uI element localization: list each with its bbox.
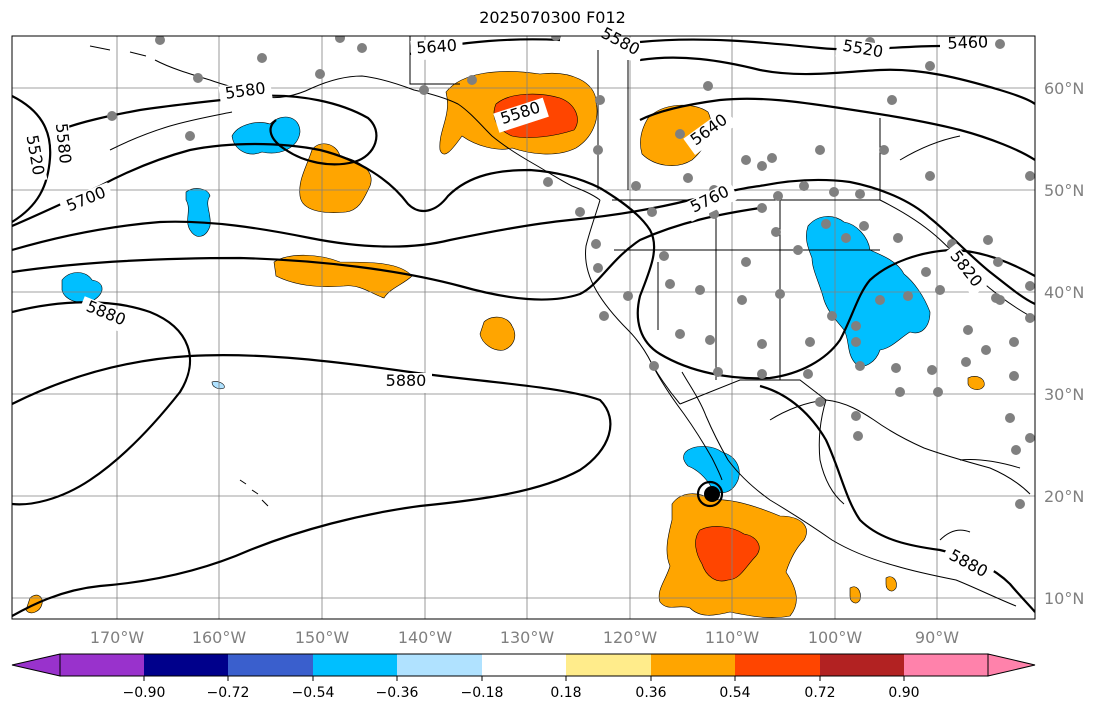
colorbar-tick-label: 0.72 xyxy=(804,685,835,701)
longitude-labels: 170°W 160°W 150°W 140°W 130°W 120°W 110°… xyxy=(90,628,959,647)
colorbar-tick-label: −0.54 xyxy=(292,685,335,701)
lon-label: 160°W xyxy=(192,628,247,647)
colorbar-segment xyxy=(482,654,566,676)
lon-label: 170°W xyxy=(90,628,145,647)
contour-label: 5460 xyxy=(947,32,988,52)
grid-lines xyxy=(12,36,1035,619)
colorbar-segment xyxy=(566,654,651,676)
lon-label: 110°W xyxy=(705,628,760,647)
contour-label: 5640 xyxy=(416,36,458,58)
colorbar-tick-label: 0.54 xyxy=(719,685,750,701)
lat-label: 20°N xyxy=(1044,487,1084,506)
colorbar-segment xyxy=(397,654,482,676)
colorbar-tick-label: 0.36 xyxy=(635,685,666,701)
station-markers xyxy=(107,36,1035,509)
lon-label: 140°W xyxy=(398,628,453,647)
colorbar-tick-label: −0.18 xyxy=(461,685,504,701)
colorbar-min-arrow xyxy=(11,653,61,677)
height-contours xyxy=(12,38,1035,617)
lat-label: 10°N xyxy=(1044,589,1084,608)
colorbar: −0.90 −0.72 −0.54 −0.36 −0.18 0.18 0.36 … xyxy=(11,653,1036,701)
contour-label: 5580 xyxy=(52,122,75,164)
map-title: 2025070300 F012 xyxy=(479,8,626,27)
contour-label: 5880 xyxy=(386,371,427,390)
lat-label: 60°N xyxy=(1044,79,1084,98)
lat-label: 40°N xyxy=(1044,283,1084,302)
colorbar-tick-label: −0.90 xyxy=(123,685,166,701)
lon-label: 130°W xyxy=(500,628,555,647)
colorbar-tick-label: −0.72 xyxy=(207,685,250,701)
lat-label: 50°N xyxy=(1044,181,1084,200)
colorbar-outline xyxy=(59,653,989,677)
latitude-labels: 60°N 50°N 40°N 30°N 20°N 10°N xyxy=(1044,79,1084,608)
map-frame xyxy=(11,35,1036,620)
lon-label: 100°W xyxy=(808,628,863,647)
colorbar-segment xyxy=(651,654,735,676)
colorbar-segment xyxy=(735,654,820,676)
contour-label-group: 5640 5580 5520 5460 5580 5580 5520 5700 … xyxy=(18,22,996,587)
colorbar-segment xyxy=(144,654,228,676)
lat-label: 30°N xyxy=(1044,385,1084,404)
lon-label: 150°W xyxy=(295,628,350,647)
lon-label: 90°W xyxy=(915,628,959,647)
colorbar-segment xyxy=(313,654,397,676)
colorbar-segment xyxy=(228,654,313,676)
colorbar-segment xyxy=(904,654,988,676)
colorbar-segment xyxy=(820,654,904,676)
lon-label: 120°W xyxy=(603,628,658,647)
station-highlight-marker xyxy=(704,486,720,502)
colorbar-max-arrow xyxy=(987,653,1036,677)
colorbar-tick-label: 0.18 xyxy=(550,685,581,701)
colorbar-tick-label: 0.90 xyxy=(888,685,919,701)
colorbar-segment xyxy=(60,654,144,676)
colorbar-tick-label: −0.36 xyxy=(376,685,419,701)
